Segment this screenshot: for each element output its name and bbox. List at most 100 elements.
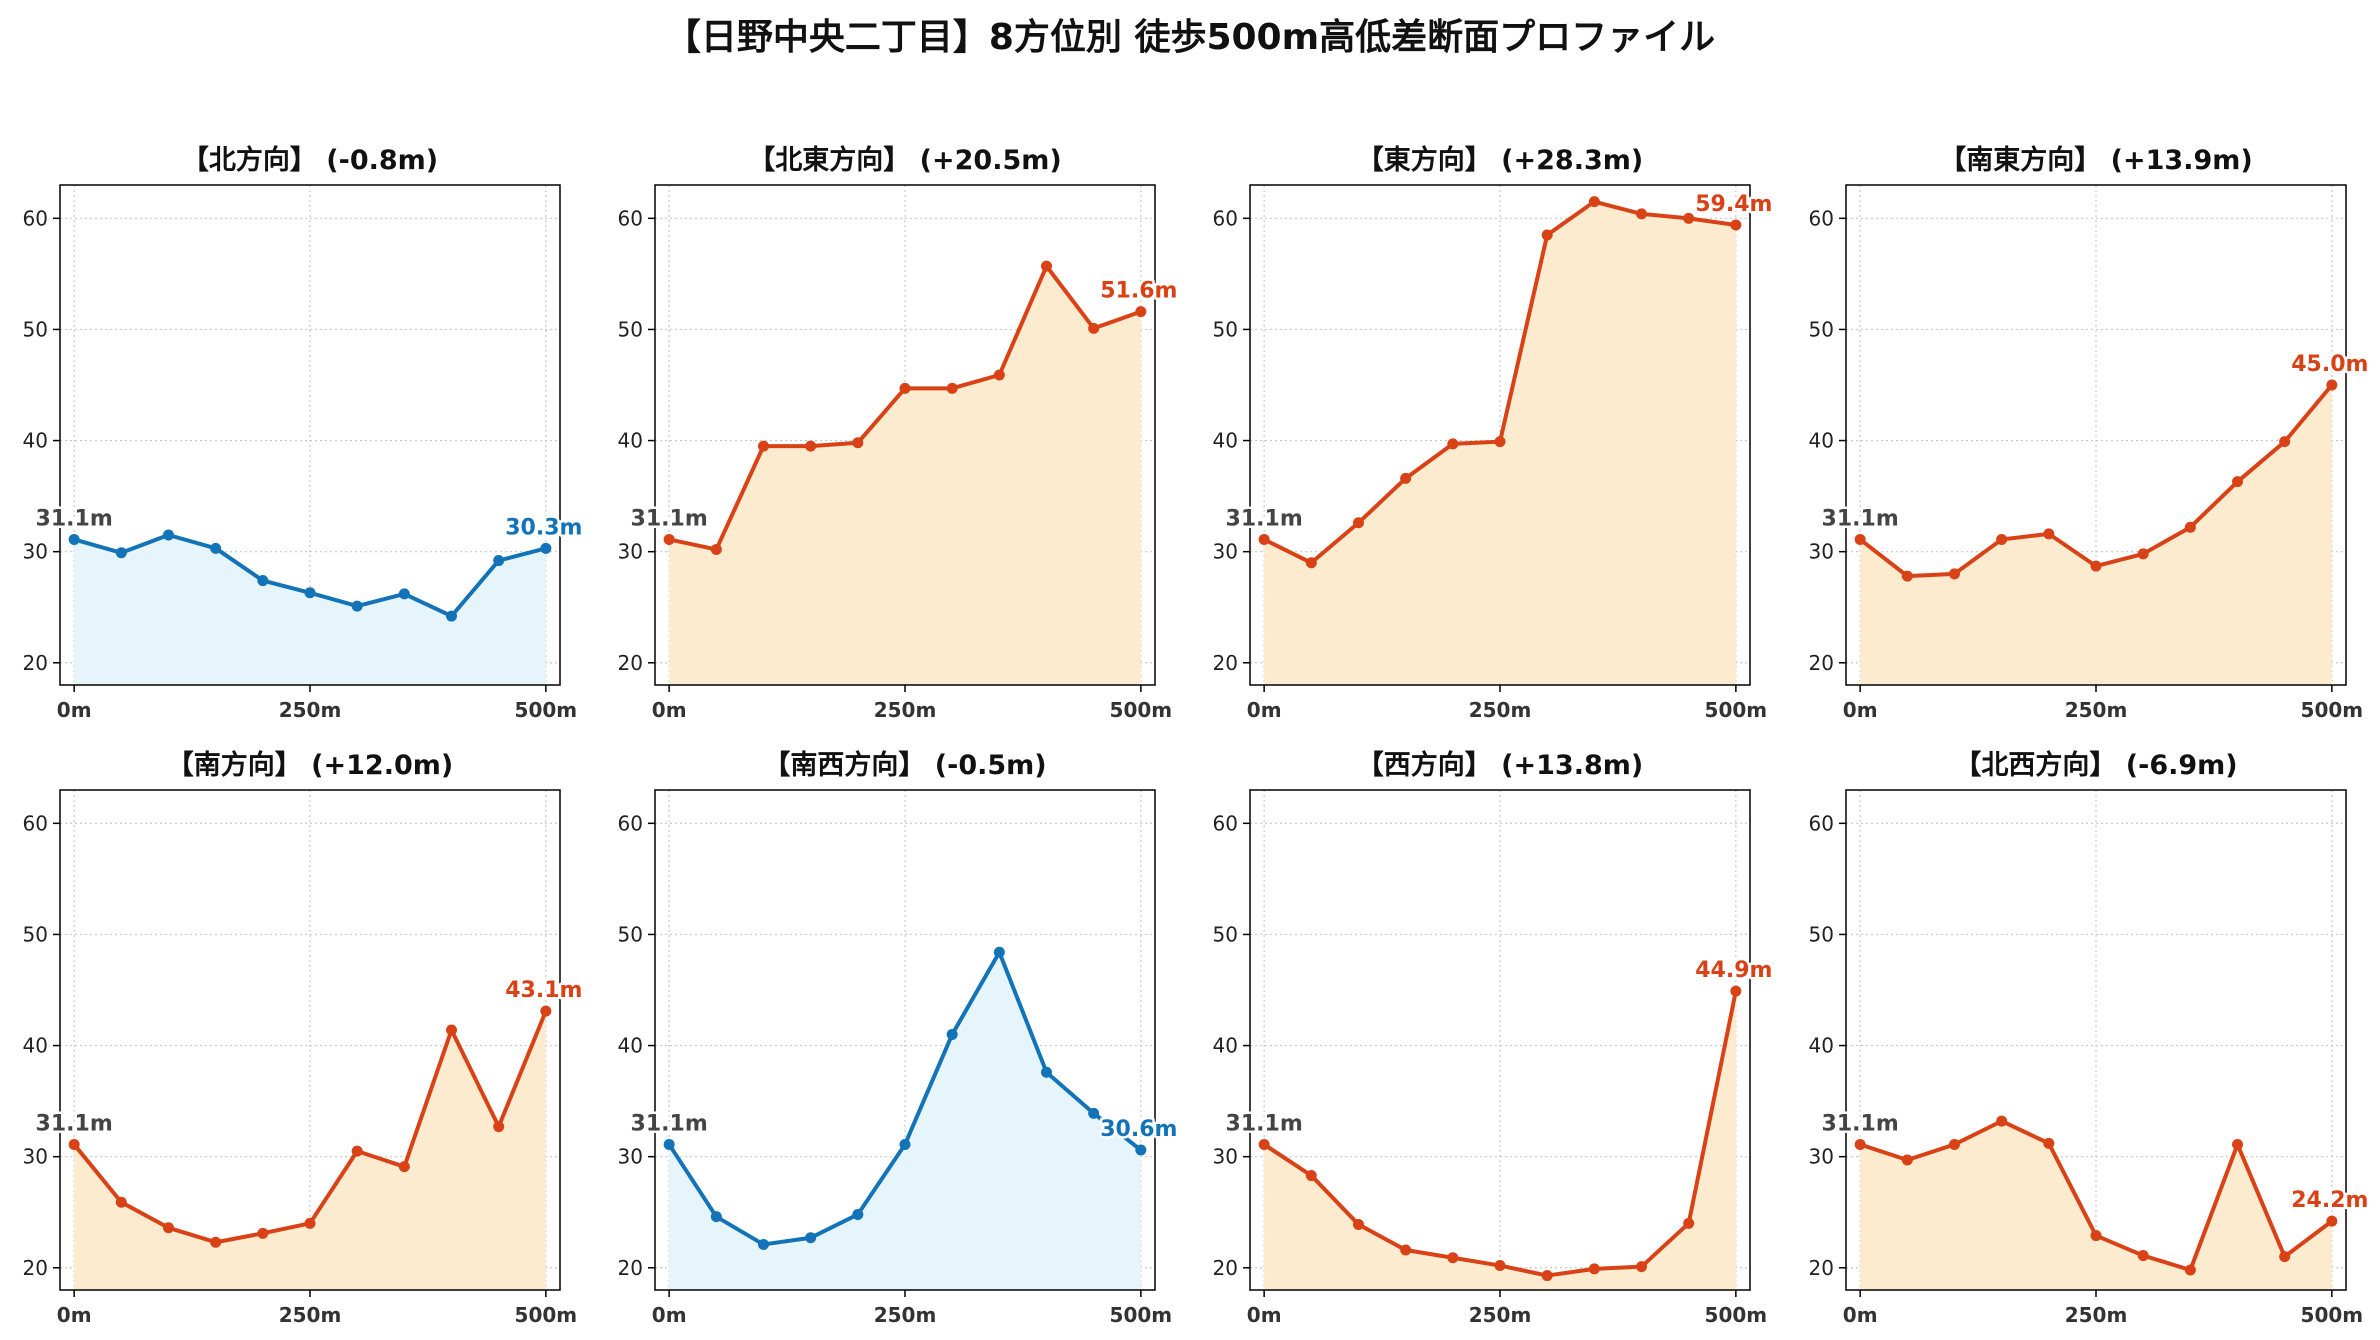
elevation-area [669,952,1141,1290]
panel-title: 【北西方向】 (-6.9m) [1954,749,2237,781]
data-point [304,1217,316,1229]
data-point [1683,1217,1695,1229]
data-point [1541,1270,1553,1282]
y-tick-label: 40 [618,1034,643,1058]
elevation-area [1860,385,2332,685]
panel-title: 【南東方向】 (+13.9m) [1939,144,2252,176]
panel-title: 【南西方向】 (-0.5m) [763,749,1046,781]
y-tick-label: 50 [1809,317,1834,341]
x-tick-label: 0m [652,1303,687,1327]
x-tick-label: 250m [1469,698,1532,722]
data-point [1948,568,1960,580]
data-point [1447,1252,1459,1264]
end-elevation-label: 59.4m [1695,192,1772,217]
y-tick-label: 40 [23,1034,48,1058]
data-point [540,542,552,554]
x-tick-label: 250m [874,698,937,722]
y-tick-label: 60 [1213,206,1238,230]
end-elevation-label: 30.3m [505,515,582,540]
data-point [710,1211,722,1223]
y-tick-label: 60 [618,206,643,230]
elevation-chart-1: 【北東方向】 (+20.5m) 20 30 40 50 60 0m 250m 500m 31.1m… [618,144,1180,722]
data-point [1041,1066,1053,1078]
panel-title: 【北東方向】 (+20.5m) [748,144,1061,176]
data-point [1305,557,1317,569]
y-tick-label: 40 [1809,429,1834,453]
y-tick-label: 20 [23,651,48,675]
x-tick-label: 0m [57,1303,92,1327]
start-elevation-label: 31.1m [631,506,708,531]
elevation-chart-3: 【南東方向】 (+13.9m) 20 30 40 50 60 0m 250m 500m 31.1m… [1809,144,2371,722]
y-tick-label: 20 [1809,1256,1834,1280]
data-point [899,1138,911,1150]
data-point [1854,1138,1866,1150]
data-point [1683,212,1695,224]
elevation-chart-7: 【北西方向】 (-6.9m) 20 30 40 50 60 0m 250m 500m 31.1m 2… [1809,749,2371,1327]
data-point [1901,1154,1913,1166]
y-tick-label: 20 [1213,651,1238,675]
x-tick-label: 500m [1705,698,1768,722]
y-tick-label: 40 [1809,1034,1834,1058]
data-point [2184,1264,2196,1276]
data-point [1588,1263,1600,1275]
data-point [304,587,316,599]
y-tick-label: 30 [1213,1145,1238,1169]
data-point [1447,438,1459,450]
data-point [210,1236,222,1248]
elevation-area [1264,991,1736,1290]
data-point [398,1161,410,1173]
y-tick-label: 60 [23,811,48,835]
data-point [1730,219,1742,231]
y-tick-label: 30 [23,540,48,564]
data-point [1996,1115,2008,1127]
x-tick-label: 250m [2065,1303,2128,1327]
y-tick-label: 20 [1213,1256,1238,1280]
data-point [2043,528,2055,540]
x-tick-label: 250m [279,1303,342,1327]
data-point [162,529,174,541]
y-tick-label: 50 [23,922,48,946]
data-point [115,1196,127,1208]
data-point [493,1121,505,1133]
data-point [540,1005,552,1017]
data-point [2326,379,2338,391]
data-point [2043,1137,2055,1149]
data-point [162,1222,174,1234]
data-point [805,1232,817,1244]
y-tick-label: 30 [23,1145,48,1169]
data-point [710,543,722,555]
x-tick-label: 500m [1705,1303,1768,1327]
y-tick-label: 60 [618,811,643,835]
data-point [446,1024,458,1036]
end-elevation-label: 30.6m [1100,1117,1177,1142]
start-elevation-label: 31.1m [1226,1111,1303,1136]
data-point [68,1138,80,1150]
data-point [351,600,363,612]
y-tick-label: 30 [1213,540,1238,564]
y-tick-label: 30 [618,540,643,564]
data-point [1588,196,1600,208]
x-tick-label: 0m [1843,1303,1878,1327]
data-point [852,437,864,449]
y-tick-label: 50 [618,922,643,946]
x-tick-label: 500m [515,1303,578,1327]
start-elevation-label: 31.1m [1822,506,1899,531]
data-point [1636,208,1648,220]
data-point [663,533,675,545]
y-tick-label: 30 [1809,540,1834,564]
x-tick-label: 0m [652,698,687,722]
data-point [2090,1230,2102,1242]
y-tick-label: 30 [618,1145,643,1169]
data-point [2184,521,2196,533]
data-point [2137,548,2149,560]
data-point [2279,1251,2291,1263]
y-tick-label: 40 [1213,429,1238,453]
x-tick-label: 500m [2301,1303,2364,1327]
data-point [1901,570,1913,582]
data-point [68,533,80,545]
y-tick-label: 20 [618,651,643,675]
end-elevation-label: 45.0m [2291,352,2368,377]
elevation-chart-4: 【南方向】 (+12.0m) 20 30 40 50 60 0m 250m 500m 31.1m 4… [23,749,585,1327]
data-point [115,547,127,559]
